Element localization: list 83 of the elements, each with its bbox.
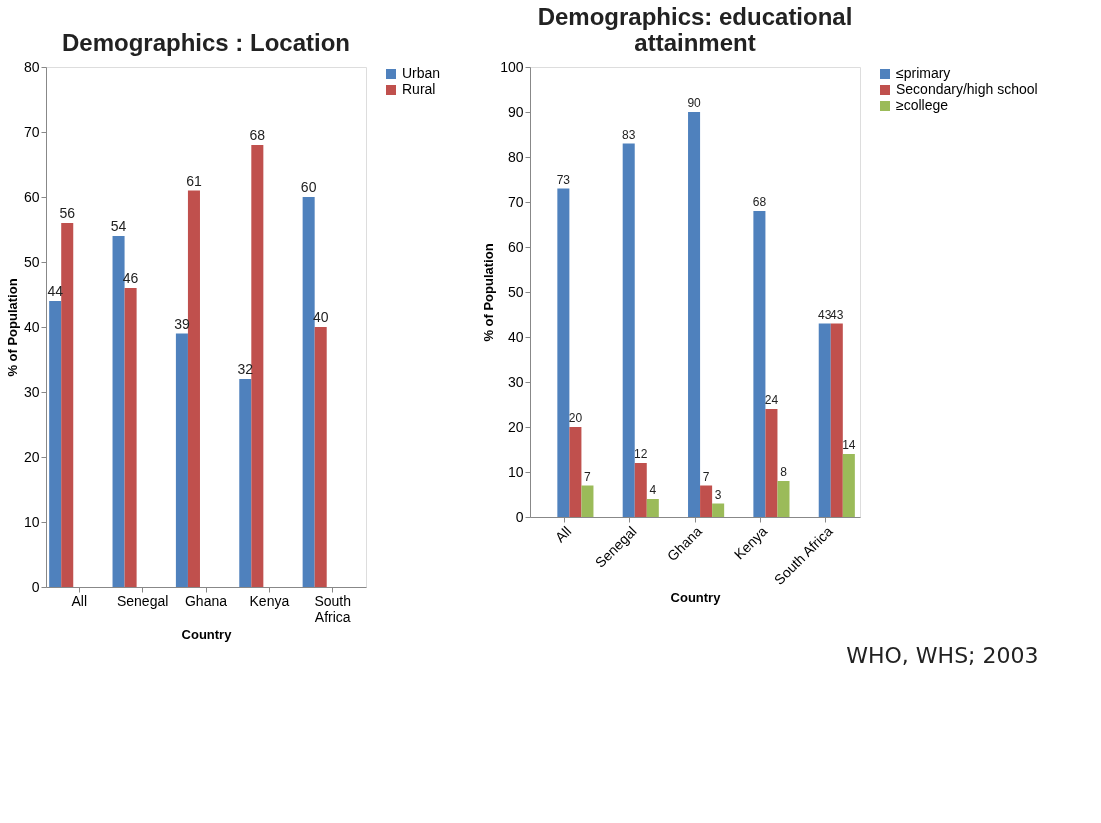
y-tick-label: 30 bbox=[507, 373, 524, 390]
bar bbox=[622, 143, 635, 517]
data-label: 7 bbox=[584, 469, 592, 484]
y-tick-label: 0 bbox=[515, 508, 524, 525]
y-tick-label: 20 bbox=[23, 448, 40, 465]
x-tick-label: All bbox=[71, 592, 88, 609]
legend-label: ≤primary bbox=[896, 65, 951, 81]
bar bbox=[112, 236, 125, 587]
y-tick-label: 80 bbox=[23, 58, 40, 75]
text: WHO, WHS; 2003 bbox=[846, 642, 1039, 668]
data-label: 20 bbox=[568, 411, 583, 425]
data-label: 4 bbox=[649, 483, 657, 497]
bar bbox=[314, 327, 327, 587]
bar bbox=[175, 333, 188, 587]
y-tick-label: 90 bbox=[507, 103, 524, 120]
y-tick-label: 80 bbox=[507, 148, 524, 165]
data-label: 61 bbox=[186, 172, 202, 189]
bar bbox=[124, 288, 137, 587]
y-tick-label: 60 bbox=[507, 238, 524, 255]
bar bbox=[634, 463, 647, 517]
y-tick-label: 50 bbox=[23, 253, 40, 270]
bar bbox=[842, 454, 855, 517]
y-tick-label: 20 bbox=[507, 418, 524, 435]
bar bbox=[239, 379, 252, 587]
bar bbox=[712, 503, 725, 517]
legend-label: Urban bbox=[402, 65, 441, 81]
bar bbox=[569, 427, 582, 517]
bar bbox=[753, 211, 766, 517]
data-label: 60 bbox=[300, 179, 317, 195]
y-tick-label: 40 bbox=[507, 328, 524, 345]
x-tick-label: All bbox=[551, 523, 575, 546]
bar bbox=[688, 112, 701, 517]
y-tick-label: 0 bbox=[31, 578, 40, 595]
y-tick-label: 10 bbox=[507, 463, 524, 480]
bar bbox=[700, 485, 713, 517]
x-tick-label: Ghana bbox=[184, 592, 228, 609]
data-label: 68 bbox=[752, 195, 767, 209]
x-tick-label: Senegal bbox=[116, 592, 169, 609]
bar bbox=[818, 323, 831, 517]
data-label: 43 bbox=[830, 307, 844, 322]
chart-title: Demographics : Location bbox=[61, 29, 351, 56]
data-label: 43 bbox=[818, 307, 832, 322]
y-tick-label: 10 bbox=[23, 513, 40, 530]
y-axis-title: % of Population bbox=[4, 278, 20, 377]
data-label: 3 bbox=[714, 487, 722, 502]
data-label: 56 bbox=[59, 205, 76, 221]
y-tick-label: 70 bbox=[507, 193, 524, 210]
bar bbox=[251, 145, 264, 587]
data-label: 68 bbox=[249, 127, 266, 143]
x-tick-label: Kenya bbox=[249, 592, 290, 609]
bar bbox=[187, 190, 200, 587]
x-axis-title: Country bbox=[670, 590, 722, 606]
x-axis-title: Country bbox=[181, 626, 233, 642]
bar bbox=[646, 499, 659, 517]
data-label: 8 bbox=[780, 465, 788, 479]
data-label: 54 bbox=[110, 218, 127, 234]
data-label: 24 bbox=[764, 393, 779, 407]
bar bbox=[557, 188, 570, 517]
bar bbox=[777, 481, 790, 517]
y-axis-title: % of Population bbox=[481, 243, 497, 342]
y-tick-label: 60 bbox=[23, 188, 40, 205]
y-tick-label: 50 bbox=[507, 283, 524, 300]
legend-label: Secondary/high school bbox=[896, 81, 1038, 97]
bar bbox=[49, 301, 62, 587]
bar bbox=[61, 223, 74, 587]
bar bbox=[830, 323, 843, 517]
data-label: 7 bbox=[702, 469, 710, 484]
bar bbox=[765, 409, 778, 517]
bar bbox=[302, 197, 315, 587]
legend-label: Rural bbox=[402, 81, 436, 97]
x-tick-label: South Africa bbox=[314, 592, 352, 625]
y-tick-label: 100 bbox=[500, 58, 524, 75]
bar bbox=[581, 485, 594, 517]
legend-label: ≥college bbox=[896, 97, 949, 113]
data-label: 90 bbox=[687, 96, 702, 110]
data-label: 12 bbox=[634, 447, 648, 461]
data-label: 73 bbox=[556, 172, 571, 187]
y-tick-label: 70 bbox=[23, 123, 40, 140]
data-label: 14 bbox=[842, 438, 856, 452]
chart-title: Demographics: educational attainment bbox=[537, 3, 853, 56]
y-tick-label: 30 bbox=[23, 383, 40, 400]
y-tick-label: 40 bbox=[23, 318, 40, 335]
data-label: 83 bbox=[622, 127, 636, 142]
